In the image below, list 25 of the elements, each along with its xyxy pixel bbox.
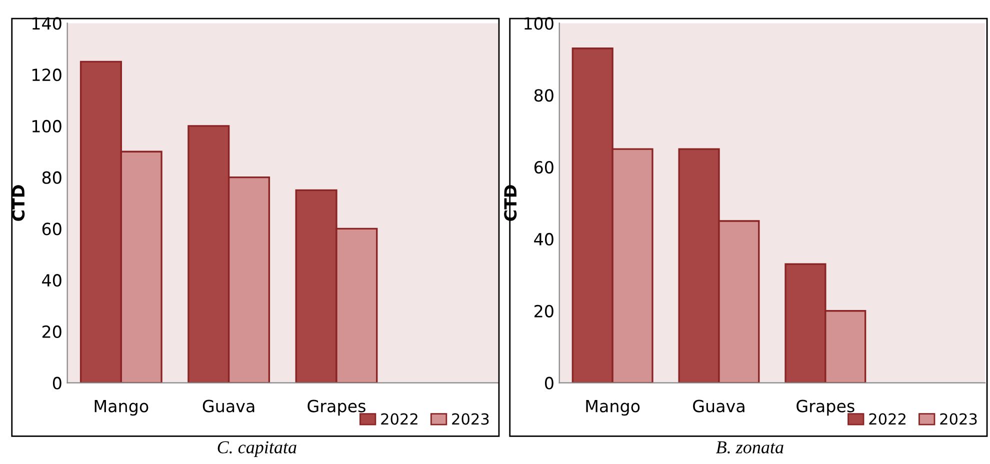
x-tick-label: Grapes bbox=[796, 400, 854, 416]
y-tick-label: 60 bbox=[42, 222, 62, 236]
y-tick-label: 80 bbox=[42, 171, 62, 184]
y-tick-label: 40 bbox=[534, 232, 554, 246]
x-tick-label: Mango bbox=[586, 400, 640, 416]
y-tick-label: 0 bbox=[544, 376, 554, 390]
legend-label: 2022 bbox=[381, 413, 418, 425]
legend-label: 2023 bbox=[452, 413, 489, 425]
text: B. zonata bbox=[716, 441, 784, 454]
y-axis-title: CTD bbox=[12, 185, 25, 221]
y-tick-label: 0 bbox=[52, 376, 62, 390]
y-tick-label: 20 bbox=[42, 325, 62, 338]
legend-label: 2023 bbox=[940, 413, 977, 425]
y-tick-label: 20 bbox=[534, 304, 554, 318]
text: C. capitata bbox=[218, 441, 296, 458]
legend-label: 2022 bbox=[869, 413, 906, 425]
y-tick-label: 60 bbox=[534, 161, 554, 174]
y-tick-label: 80 bbox=[534, 89, 554, 102]
x-tick-label: Guava bbox=[202, 400, 254, 412]
y-tick-label: 100 bbox=[32, 120, 62, 133]
y-tick-label: 120 bbox=[32, 68, 62, 82]
x-tick-label: Mango bbox=[94, 400, 148, 416]
y-tick-label: 40 bbox=[42, 274, 62, 287]
x-tick-label: Guava bbox=[693, 400, 744, 412]
x-tick-label: Grapes bbox=[308, 400, 366, 416]
